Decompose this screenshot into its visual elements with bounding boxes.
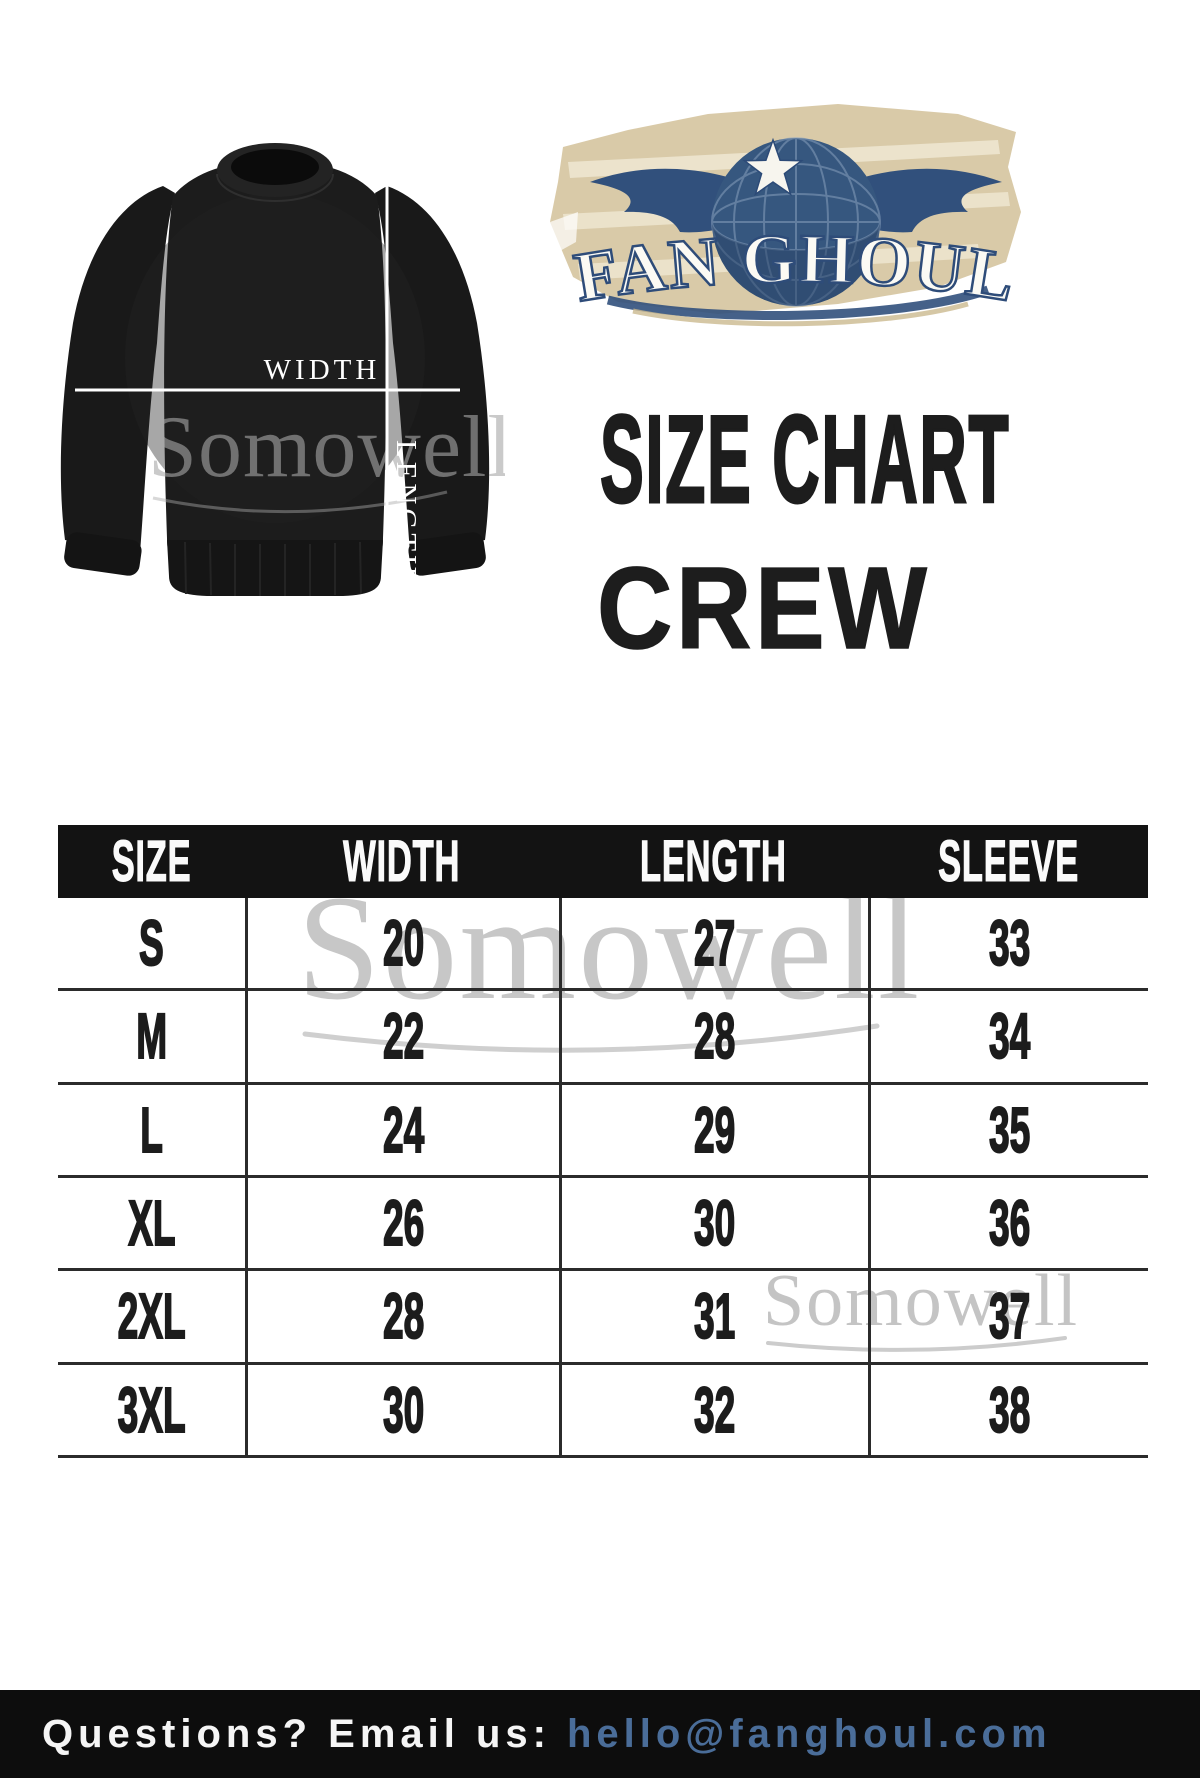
cell-sleeve: 37: [868, 1271, 1148, 1362]
cell-sleeve: 34: [868, 991, 1148, 1082]
table-row-s: S 20 27 33: [58, 898, 1148, 992]
right-sleeve: [375, 186, 490, 553]
width-label: WIDTH: [264, 354, 381, 386]
footer-email-link[interactable]: hello@fanghoul.com: [566, 1711, 1052, 1756]
star-icon: [742, 137, 804, 197]
logo-swoosh: [606, 285, 990, 320]
table-watermark-1: Somowell: [297, 865, 922, 1031]
sweatshirt-illustration: Somowell WIDTH LENGTH: [60, 143, 512, 600]
brand-logo-graphic: FAN GHOUL: [550, 104, 1021, 327]
cell-sleeve: 38: [868, 1364, 1148, 1455]
left-sleeve: [60, 186, 175, 553]
table-header-row: SIZE WIDTH LENGTH SLEEVE: [58, 825, 1148, 898]
cell-length: 32: [559, 1364, 868, 1455]
globe-icon: [711, 137, 881, 307]
brand-logo: FAN GHOUL: [538, 92, 1033, 327]
page-title: SIZE CHART: [599, 391, 1011, 529]
size-table: SIZE WIDTH LENGTH SLEEVE S 20 27 33 M 22…: [58, 825, 1148, 1458]
cell-width: 20: [245, 898, 559, 989]
hem-ribs: [184, 541, 362, 596]
cell-length: 27: [559, 898, 868, 989]
cell-size: 3XL: [117, 1373, 186, 1447]
length-label: LENGTH: [390, 440, 422, 580]
logo-swoosh-2: [632, 301, 969, 327]
hem-band: [167, 540, 383, 596]
cell-size: M: [135, 999, 167, 1073]
table-watermark-2-swoosh: [766, 1336, 1067, 1352]
cell-length: 31: [559, 1271, 868, 1362]
collar-inner: [231, 149, 319, 185]
cell-width: 30: [245, 1364, 559, 1455]
sweatshirt-diagram: Somowell WIDTH LENGTH: [45, 108, 512, 608]
cell-sleeve: 36: [868, 1177, 1148, 1269]
right-cuff: [408, 532, 486, 576]
left-cuff: [64, 532, 142, 576]
cell-size: S: [139, 906, 165, 980]
cell-size: 2XL: [117, 1279, 186, 1353]
column-header-sleeve: SLEEVE: [937, 829, 1079, 895]
cell-size: L: [140, 1093, 164, 1167]
table-watermark-2: Somowell: [763, 1260, 1080, 1342]
column-header-width: WIDTH: [343, 829, 461, 895]
torso: [164, 160, 386, 573]
column-header-size: SIZE: [111, 829, 192, 895]
cell-length: 28: [559, 991, 868, 1082]
table-row-2xl: 2XL 28 31 37: [58, 1271, 1148, 1365]
footer-bar: Questions? Email us: hello@fanghoul.com: [0, 1690, 1200, 1778]
collar-seam: [216, 173, 334, 202]
fabric-highlight: [125, 193, 425, 523]
table-row-3xl: 3XL 30 32 38: [58, 1364, 1148, 1458]
table-watermark-1-swoosh: [302, 1023, 880, 1053]
footer-question-label: Questions? Email us:: [42, 1711, 551, 1756]
cell-sleeve: 35: [868, 1084, 1148, 1175]
table-row-l: L 24 29 35: [58, 1084, 1148, 1178]
cell-length: 29: [559, 1084, 868, 1175]
cell-width: 22: [245, 991, 559, 1082]
cell-size: XL: [127, 1186, 176, 1260]
table-row-xl: XL 26 30 36: [58, 1177, 1148, 1272]
page-subtitle: CREW: [596, 543, 931, 673]
shirt-watermark: Somowell: [148, 399, 505, 496]
torn-edge: [550, 212, 578, 252]
cell-width: 26: [245, 1177, 559, 1269]
cell-sleeve: 33: [868, 898, 1148, 989]
table-row-m: M 22 28 34: [58, 991, 1148, 1085]
column-header-length: LENGTH: [640, 829, 787, 895]
cell-length: 30: [559, 1177, 868, 1269]
cell-width: 28: [245, 1271, 559, 1362]
cell-width: 24: [245, 1084, 559, 1175]
shirt-watermark-swoosh: [152, 490, 448, 514]
